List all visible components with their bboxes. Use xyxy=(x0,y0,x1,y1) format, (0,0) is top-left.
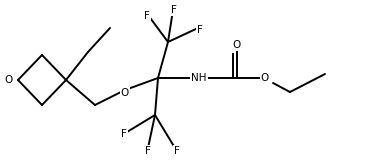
Text: O: O xyxy=(261,73,269,83)
Text: NH: NH xyxy=(191,73,207,83)
Text: F: F xyxy=(174,146,180,156)
Text: F: F xyxy=(145,146,151,156)
Text: O: O xyxy=(233,40,241,50)
Text: F: F xyxy=(197,25,203,35)
Text: O: O xyxy=(5,75,13,85)
Text: F: F xyxy=(171,5,177,15)
Text: O: O xyxy=(121,88,129,98)
Text: F: F xyxy=(121,129,127,139)
Text: F: F xyxy=(144,11,150,21)
